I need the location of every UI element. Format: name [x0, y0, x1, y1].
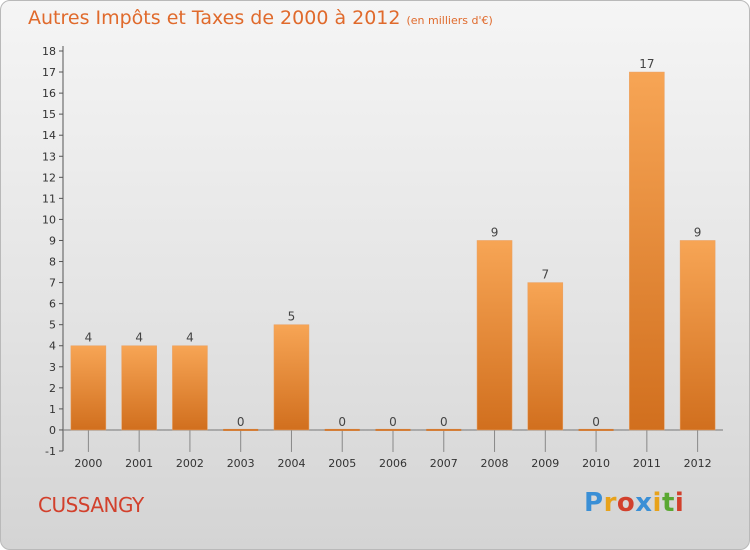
- logo-letter: i: [674, 488, 685, 518]
- logo-letter: t: [661, 488, 675, 518]
- bar: [629, 71, 665, 431]
- y-tick-label: -1: [45, 445, 56, 458]
- data-label: 5: [288, 310, 296, 324]
- bar: [578, 428, 614, 431]
- chart-title-text: Autres Impôts et Taxes de 2000 à 2012: [28, 7, 401, 29]
- data-label: 4: [186, 331, 194, 345]
- x-tick-label: 2000: [74, 457, 102, 470]
- bar: [273, 324, 310, 431]
- data-label: 0: [592, 415, 600, 429]
- bar: [172, 345, 208, 431]
- y-tick-label: 1: [49, 403, 56, 416]
- y-tick-label: 3: [49, 361, 56, 374]
- data-label: 0: [389, 415, 397, 429]
- data-label: 0: [237, 415, 245, 429]
- y-tick-label: 9: [49, 234, 56, 247]
- bar: [527, 282, 564, 431]
- y-tick-label: 4: [49, 340, 56, 353]
- x-tick-label: 2008: [481, 457, 509, 470]
- y-tick-label: 15: [42, 108, 56, 121]
- y-tick-label: 12: [42, 171, 56, 184]
- bar: [476, 240, 513, 431]
- y-tick-label: 18: [42, 45, 56, 58]
- y-tick-label: 8: [49, 256, 56, 269]
- y-tick-label: 14: [42, 129, 56, 142]
- logo-letter: x: [635, 488, 653, 518]
- x-tick-label: 2009: [531, 457, 559, 470]
- bar: [70, 345, 107, 431]
- bar: [324, 428, 360, 431]
- data-label: 0: [338, 415, 346, 429]
- y-tick-label: 2: [49, 382, 56, 395]
- x-tick-label: 2004: [277, 457, 305, 470]
- data-label: 4: [85, 331, 93, 345]
- x-tick-label: 2001: [125, 457, 153, 470]
- commune-name: CUSSANGY: [38, 493, 144, 517]
- bar: [426, 428, 462, 431]
- data-label: 4: [135, 331, 143, 345]
- bar: [679, 240, 716, 431]
- x-tick-label: 2010: [582, 457, 610, 470]
- bar: [375, 428, 411, 431]
- x-tick-label: 2002: [176, 457, 204, 470]
- bar: [121, 345, 157, 431]
- x-tick-label: 2012: [684, 457, 712, 470]
- data-label: 0: [440, 415, 448, 429]
- data-label: 17: [639, 57, 654, 71]
- y-tick-label: 0: [49, 424, 56, 437]
- logo-letter: i: [652, 488, 662, 518]
- x-tick-label: 2007: [430, 457, 458, 470]
- chart-subtitle: (en milliers d'€): [406, 14, 493, 27]
- y-tick-label: 6: [49, 298, 56, 311]
- logo-letter: P: [584, 488, 604, 518]
- y-tick-label: 17: [42, 66, 56, 79]
- y-tick-label: 16: [42, 87, 56, 100]
- x-tick-label: 2003: [227, 457, 255, 470]
- y-tick-label: 11: [42, 192, 56, 205]
- y-tick-label: 5: [49, 319, 56, 332]
- x-tick-label: 2006: [379, 457, 407, 470]
- proxiti-logo: Proxiti: [584, 488, 684, 518]
- data-label: 9: [491, 225, 499, 239]
- data-label: 9: [694, 225, 702, 239]
- data-label: 7: [541, 268, 549, 282]
- logo-letter: r: [603, 488, 617, 518]
- y-tick-label: 10: [42, 213, 56, 226]
- chart-title: Autres Impôts et Taxes de 2000 à 2012 (en…: [28, 7, 493, 29]
- y-tick-label: 7: [49, 277, 56, 290]
- x-tick-label: 2011: [633, 457, 661, 470]
- logo-letter: o: [616, 488, 636, 518]
- y-tick-label: 13: [42, 150, 56, 163]
- x-tick-label: 2005: [328, 457, 356, 470]
- bar: [223, 428, 259, 431]
